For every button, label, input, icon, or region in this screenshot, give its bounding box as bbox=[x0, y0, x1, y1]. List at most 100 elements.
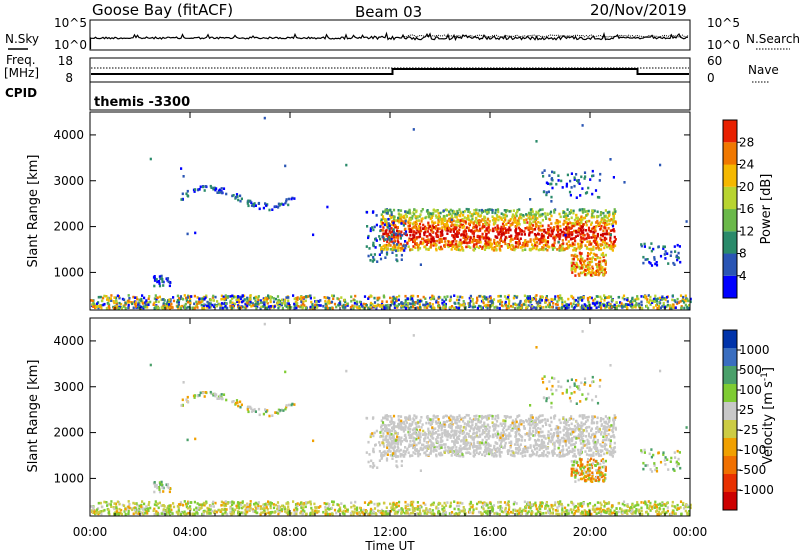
power-cell bbox=[514, 228, 518, 232]
velocity-cell bbox=[304, 512, 307, 516]
power-cell bbox=[472, 226, 475, 230]
power-cell bbox=[494, 217, 497, 220]
power-cell bbox=[166, 277, 170, 280]
velocity-cell bbox=[453, 512, 456, 516]
power-cell bbox=[587, 265, 590, 269]
power-cell bbox=[534, 214, 537, 218]
power-cell bbox=[253, 296, 256, 300]
power-cell bbox=[378, 244, 381, 247]
power-cell bbox=[176, 299, 179, 302]
power-cell bbox=[404, 300, 407, 304]
power-cell bbox=[249, 200, 252, 203]
power-cell bbox=[469, 294, 472, 298]
power-cell bbox=[476, 219, 479, 223]
power-cell bbox=[661, 305, 664, 308]
velocity-cell bbox=[377, 509, 380, 513]
power-cell bbox=[196, 296, 199, 299]
power-cell bbox=[242, 305, 245, 309]
power-cell bbox=[666, 303, 669, 307]
power-cell bbox=[613, 240, 616, 243]
power-cell bbox=[459, 210, 462, 214]
power-cell bbox=[600, 269, 603, 273]
power-cell bbox=[603, 246, 606, 250]
power-cell bbox=[586, 257, 589, 261]
power-cell bbox=[476, 296, 479, 300]
power-cell bbox=[506, 295, 510, 299]
power-cell bbox=[169, 304, 172, 307]
power-cell bbox=[565, 242, 568, 246]
power-cell bbox=[94, 304, 97, 307]
power-cell bbox=[646, 298, 649, 301]
power-cell bbox=[394, 236, 398, 239]
power-cell bbox=[186, 189, 189, 193]
power-cell bbox=[565, 228, 568, 232]
power-cell bbox=[330, 300, 334, 304]
velocity-cell bbox=[655, 506, 658, 509]
power-cell bbox=[443, 295, 446, 299]
power-cell bbox=[427, 227, 430, 230]
power-cell bbox=[414, 242, 417, 246]
power-cell bbox=[663, 297, 666, 300]
power-cell bbox=[239, 199, 242, 203]
power-cell bbox=[170, 302, 173, 306]
power-cell bbox=[382, 232, 386, 236]
velocity-cell bbox=[186, 506, 190, 510]
power-cell bbox=[439, 234, 442, 237]
power-cell bbox=[429, 305, 432, 308]
power-cell bbox=[470, 214, 473, 218]
power-cell bbox=[593, 302, 596, 305]
power-cell bbox=[293, 302, 296, 306]
power-cell bbox=[459, 214, 462, 218]
velocity-cell bbox=[599, 506, 602, 510]
power-cell bbox=[515, 221, 518, 224]
power-cell bbox=[396, 306, 399, 309]
power-cell bbox=[189, 299, 192, 302]
velocity-cell bbox=[128, 506, 131, 510]
power-cell bbox=[265, 300, 268, 303]
power-cell bbox=[572, 254, 576, 257]
power-cell bbox=[453, 247, 457, 250]
power-cell bbox=[454, 302, 457, 305]
power-cell bbox=[459, 219, 462, 223]
velocity-cell bbox=[358, 511, 361, 514]
velocity-cell bbox=[594, 509, 597, 513]
velocity-cell bbox=[257, 501, 260, 504]
velocity-cell bbox=[597, 507, 600, 511]
velocity-cell bbox=[179, 501, 182, 504]
power-cell bbox=[95, 305, 98, 309]
power-cell bbox=[569, 237, 572, 241]
power-cell bbox=[467, 218, 470, 222]
velocity-cell bbox=[450, 511, 454, 514]
velocity-cell bbox=[210, 504, 213, 508]
power-cell bbox=[589, 273, 593, 277]
power-cell bbox=[462, 300, 465, 303]
power-cell bbox=[335, 305, 338, 309]
power-cell bbox=[434, 210, 437, 213]
power-cell bbox=[482, 223, 485, 226]
power-cell bbox=[679, 260, 682, 264]
power-cell bbox=[235, 193, 239, 196]
power-cell bbox=[536, 244, 539, 248]
power-cell bbox=[373, 258, 376, 262]
power-cell bbox=[237, 304, 240, 307]
velocity-cell bbox=[537, 510, 540, 514]
power-cell bbox=[656, 306, 659, 310]
power-cell bbox=[485, 298, 488, 301]
velocity-cell bbox=[96, 508, 99, 511]
power-cell bbox=[396, 249, 399, 252]
nsky-trace bbox=[89, 31, 689, 49]
velocity-cell bbox=[597, 511, 600, 515]
velocity-cell bbox=[314, 509, 317, 513]
velocity-cell bbox=[593, 508, 596, 511]
station-title: Goose Bay (fitACF) bbox=[92, 1, 233, 19]
power-cell bbox=[456, 211, 459, 215]
power-cell bbox=[127, 294, 130, 297]
power-cell bbox=[478, 209, 481, 212]
velocity-cell bbox=[579, 504, 582, 508]
power-cell bbox=[514, 212, 518, 215]
velocity-cell bbox=[555, 512, 558, 516]
power-cell bbox=[573, 176, 576, 179]
power-cell bbox=[393, 248, 396, 251]
power-cell bbox=[558, 249, 561, 252]
power-cell bbox=[677, 251, 680, 255]
